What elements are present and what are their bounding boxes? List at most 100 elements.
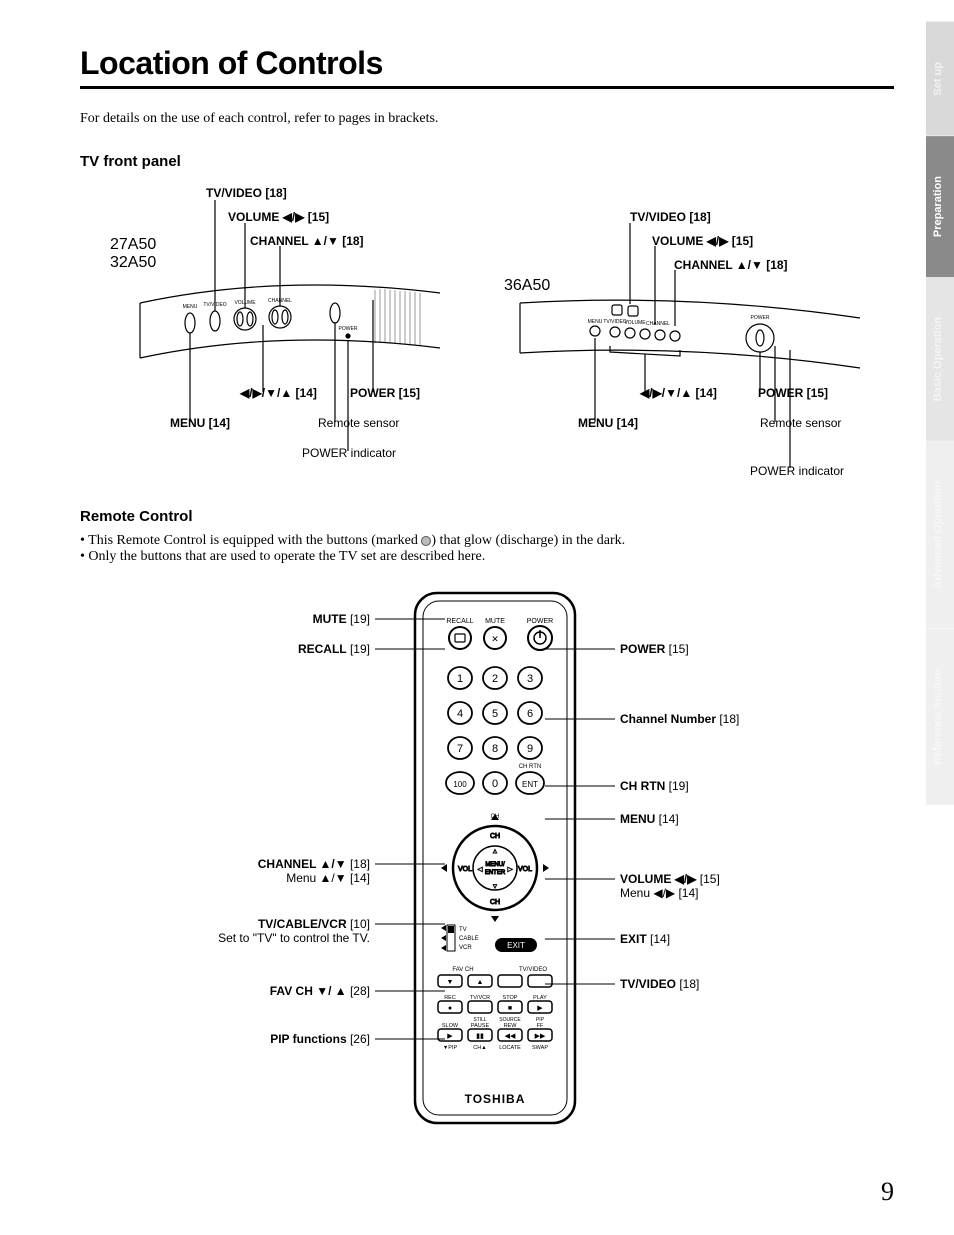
svg-text:0: 0 — [492, 778, 498, 790]
svg-text:CH: CH — [491, 814, 500, 820]
svg-text:SLOW: SLOW — [442, 1023, 459, 1029]
svg-text:7: 7 — [457, 743, 463, 755]
svg-text:PIP functions [26]: PIP functions [26] — [270, 1032, 370, 1046]
svg-text:CH▲: CH▲ — [473, 1045, 486, 1051]
svg-text:■: ■ — [508, 1005, 512, 1012]
svg-text:RECALL [19]: RECALL [19] — [298, 642, 370, 656]
section-tv-front: TV front panel — [80, 153, 894, 170]
svg-text:MUTE [19]: MUTE [19] — [313, 612, 370, 626]
svg-text:▼PIP: ▼PIP — [443, 1045, 458, 1051]
svg-text:TOSHIBA: TOSHIBA — [465, 1092, 526, 1106]
svg-text:VOL: VOL — [458, 866, 472, 873]
svg-text:CH: CH — [490, 833, 500, 840]
svg-text:VOLUME: VOLUME — [624, 320, 646, 326]
svg-text:▶: ▶ — [508, 867, 513, 873]
glow-marker-icon — [421, 536, 431, 546]
svg-text:MENU/: MENU/ — [485, 862, 505, 868]
svg-text:▼: ▼ — [447, 979, 454, 986]
svg-text:●: ● — [448, 1005, 452, 1012]
svg-text:2: 2 — [492, 673, 498, 685]
svg-text:POWER: POWER — [751, 315, 770, 321]
side-tab: Set up — [926, 22, 954, 136]
svg-text:POWER: POWER — [527, 618, 553, 625]
svg-text:POWER: POWER — [339, 326, 358, 332]
front-panels: 27A5032A50 TV/VIDEO [18] VOLUME ◀/▶ [15]… — [80, 178, 894, 478]
svg-text:REC: REC — [444, 995, 456, 1001]
svg-text:4: 4 — [457, 708, 463, 720]
svg-text:TV: TV — [459, 927, 467, 933]
svg-text:CH RTN: CH RTN — [519, 764, 542, 770]
svg-text:EXIT [14]: EXIT [14] — [620, 932, 670, 946]
svg-text:CHANNEL: CHANNEL — [268, 298, 292, 304]
svg-text:▮▮: ▮▮ — [476, 1033, 484, 1040]
section-remote: Remote Control — [80, 508, 894, 525]
svg-text:POWER [15]: POWER [15] — [620, 642, 689, 656]
svg-text:FAV CH: FAV CH — [452, 967, 473, 973]
svg-text:TV/CABLE/VCR [10]: TV/CABLE/VCR [10] — [258, 917, 370, 931]
svg-text:VCR: VCR — [459, 945, 472, 951]
svg-text:9: 9 — [527, 743, 533, 755]
side-tab: Advanced Operation — [926, 441, 954, 629]
svg-text:CHANNEL ▲/▼ [18]: CHANNEL ▲/▼ [18] — [258, 857, 370, 871]
svg-text:TV/VIDEO: TV/VIDEO — [519, 967, 547, 973]
svg-text:CHANNEL: CHANNEL — [646, 321, 670, 327]
svg-text:LOCATE: LOCATE — [499, 1045, 521, 1051]
svg-text:VOLUME ◀/▶ [15]: VOLUME ◀/▶ [15] — [620, 872, 720, 886]
svg-text:✕: ✕ — [491, 634, 499, 644]
svg-text:TV/VCR: TV/VCR — [470, 995, 490, 1001]
svg-text:REW: REW — [504, 1023, 518, 1029]
remote-notes: This Remote Control is equipped with the… — [80, 533, 894, 565]
svg-text:MENU: MENU — [183, 304, 198, 310]
svg-text:VOLUME: VOLUME — [234, 300, 256, 306]
model-a: 27A5032A50 — [110, 236, 156, 272]
panel-27a50: 27A5032A50 TV/VIDEO [18] VOLUME ◀/▶ [15]… — [80, 178, 460, 478]
svg-text:▲: ▲ — [477, 979, 484, 986]
side-tab: Preparation — [926, 136, 954, 277]
model-b: 36A50 — [504, 277, 550, 295]
svg-text:Menu ▲/▼ [14]: Menu ▲/▼ [14] — [286, 871, 370, 885]
svg-text:1: 1 — [457, 673, 463, 685]
svg-text:ENTER: ENTER — [485, 870, 506, 876]
svg-text:▲: ▲ — [492, 849, 498, 855]
svg-text:CABLE: CABLE — [459, 936, 479, 942]
svg-text:▼: ▼ — [492, 884, 498, 890]
svg-text:▶: ▶ — [537, 1005, 543, 1012]
svg-text:FF: FF — [537, 1023, 544, 1029]
page-number: 9 — [881, 1177, 894, 1207]
svg-text:CH RTN [19]: CH RTN [19] — [620, 779, 689, 793]
svg-text:PAUSE: PAUSE — [471, 1023, 490, 1029]
svg-text:◀◀: ◀◀ — [505, 1033, 516, 1040]
svg-text:CH: CH — [490, 899, 500, 906]
svg-text:8: 8 — [492, 743, 498, 755]
side-tab: Reference Section — [926, 629, 954, 805]
svg-text:3: 3 — [527, 673, 533, 685]
svg-text:EXIT: EXIT — [507, 941, 525, 950]
svg-text:STOP: STOP — [503, 995, 518, 1001]
svg-text:Set to "TV" to control the TV.: Set to "TV" to control the TV. — [218, 931, 370, 945]
svg-text:MUTE: MUTE — [485, 618, 505, 625]
svg-text:100: 100 — [453, 780, 467, 789]
remote-diagram: MUTE [19]RECALL [19]CHANNEL ▲/▼ [18]Menu… — [140, 583, 840, 1143]
svg-text:6: 6 — [527, 708, 533, 720]
intro-text: For details on the use of each control, … — [80, 111, 894, 127]
svg-text:MENU [14]: MENU [14] — [620, 812, 679, 826]
svg-text:▶: ▶ — [447, 1033, 453, 1040]
page-title: Location of Controls — [80, 45, 894, 89]
svg-text:TV/VIDEO [18]: TV/VIDEO [18] — [620, 977, 699, 991]
svg-text:SWAP: SWAP — [532, 1045, 548, 1051]
svg-text:ENT: ENT — [522, 780, 538, 789]
svg-text:5: 5 — [492, 708, 498, 720]
svg-text:Menu ◀/▶ [14]: Menu ◀/▶ [14] — [620, 886, 699, 900]
svg-text:MENU: MENU — [588, 319, 603, 325]
panel-36a50: 36A50 TV/VIDEO [18] VOLUME ◀/▶ [15] CHAN… — [500, 178, 880, 478]
svg-text:◀: ◀ — [478, 867, 483, 873]
svg-text:TV/VIDEO: TV/VIDEO — [203, 302, 226, 308]
svg-text:TV/VIDEO: TV/VIDEO — [603, 319, 626, 325]
side-tabs: Set upPreparationBasic OperationAdvanced… — [926, 22, 954, 805]
side-tab: Basic Operation — [926, 277, 954, 441]
svg-text:Channel Number [18]: Channel Number [18] — [620, 712, 739, 726]
svg-text:FAV CH ▼/ ▲ [28]: FAV CH ▼/ ▲ [28] — [270, 984, 370, 998]
svg-text:PLAY: PLAY — [533, 995, 547, 1001]
svg-text:VOL: VOL — [518, 866, 532, 873]
svg-text:RECALL: RECALL — [446, 618, 473, 625]
